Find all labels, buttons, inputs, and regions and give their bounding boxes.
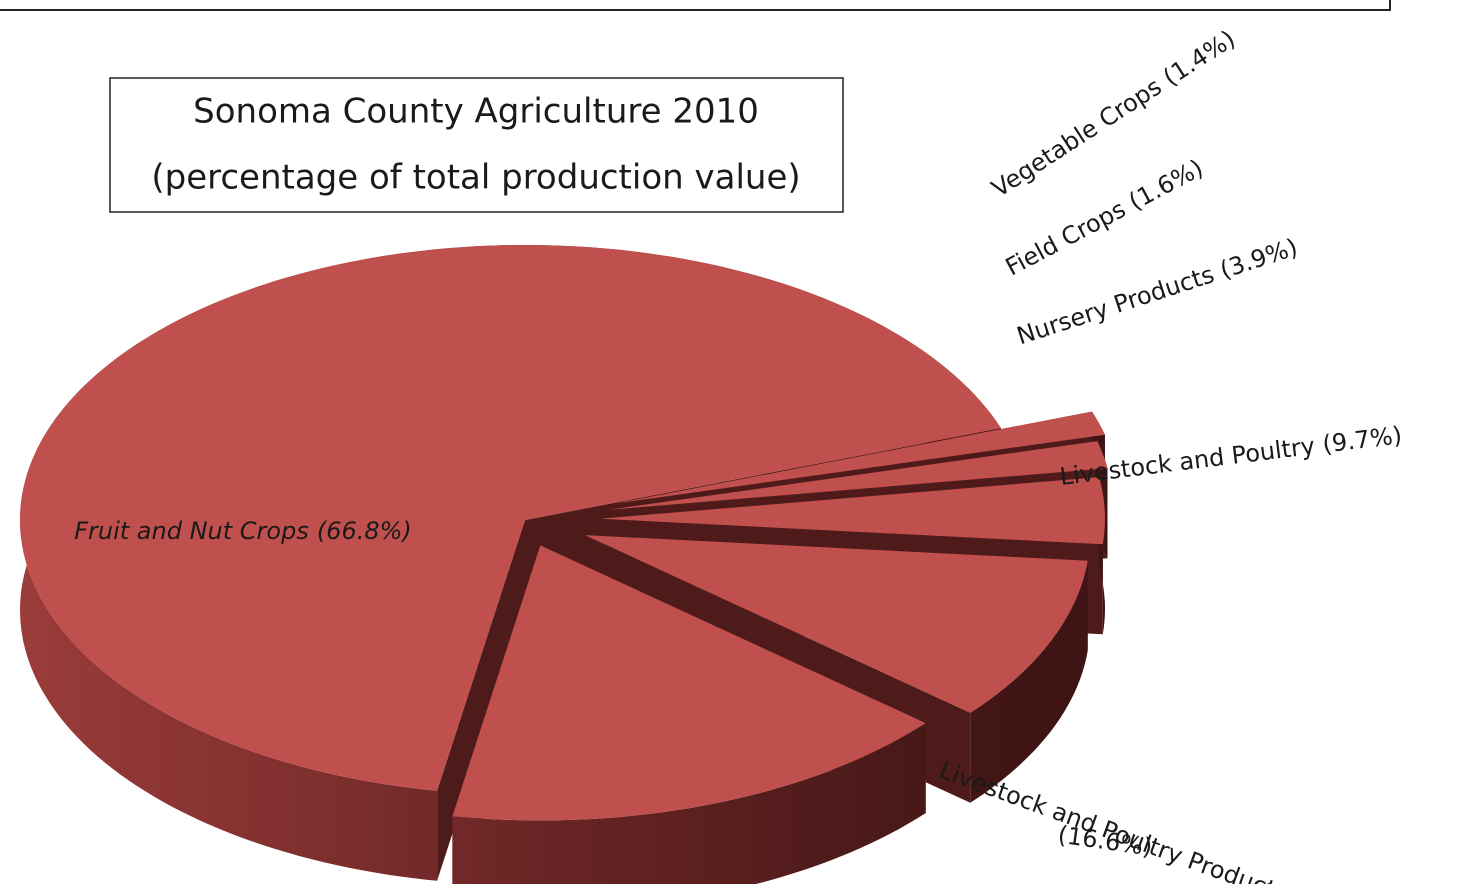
slice-side	[970, 560, 1088, 803]
slice-label-name: Nursery Products	[1013, 260, 1217, 350]
slice-label: Livestock and Poultry Products	[936, 756, 1291, 884]
slice	[584, 535, 1088, 713]
slice-label-name: Field Crops	[1001, 195, 1130, 281]
chart-title: Sonoma County Agriculture 2010	[193, 92, 759, 132]
pie	[20, 245, 1108, 884]
slice	[600, 477, 1105, 545]
slice-value-label: (3.9%)	[1217, 233, 1301, 284]
slice-radial-wall	[437, 520, 525, 881]
slice	[20, 245, 1001, 791]
slice-side	[452, 723, 926, 884]
slice	[452, 545, 926, 821]
slice	[615, 411, 1105, 504]
slice-value-label: (66.8%)	[317, 517, 412, 545]
title-box	[109, 77, 844, 213]
slice-label: Livestock and Poultry (9.7%)	[1058, 421, 1403, 491]
chart-subtitle: (percentage of total production value)	[151, 158, 800, 198]
slice-value-label: (1.4%)	[1158, 25, 1240, 92]
slice-label: Fruit and Nut Crops (66.8%)	[74, 517, 412, 545]
slice	[608, 441, 1108, 510]
top-frame	[0, 0, 1391, 11]
slice-value-label: (1.6%)	[1124, 154, 1208, 216]
slice-label-name: Livestock and Poultry Products	[936, 756, 1291, 884]
slice-value-label: (9.7%)	[1321, 421, 1404, 459]
slice-label-name: Fruit and Nut Crops	[74, 517, 309, 545]
